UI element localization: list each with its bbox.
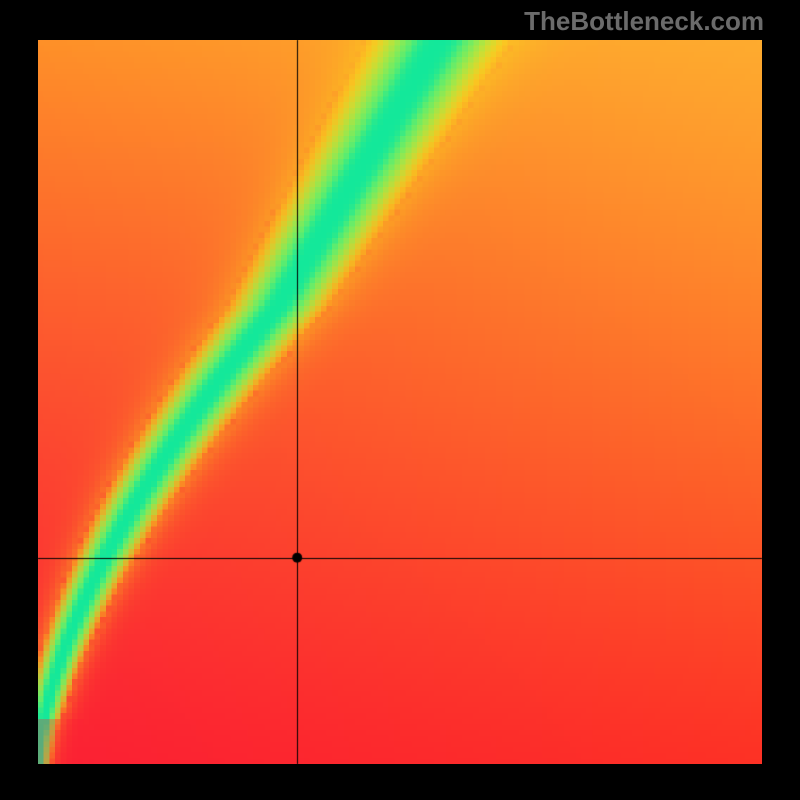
chart-container: TheBottleneck.com	[0, 0, 800, 800]
watermark-text: TheBottleneck.com	[524, 6, 764, 37]
overlay-canvas	[0, 0, 800, 800]
